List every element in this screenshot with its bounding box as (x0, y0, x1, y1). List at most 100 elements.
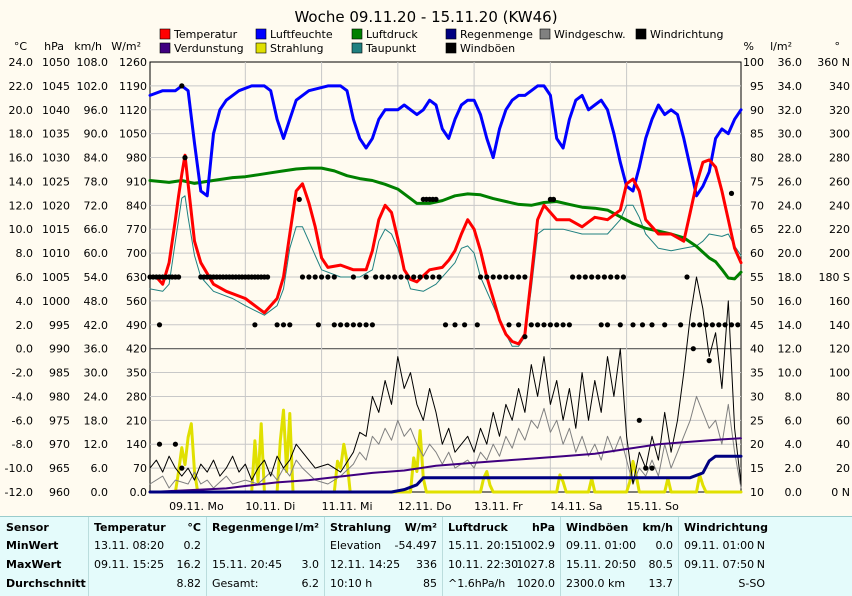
axis-tick-rad: 1120 (119, 104, 147, 117)
wind-direction-point (398, 274, 404, 280)
legend-label: Regenmenge (460, 28, 533, 41)
axis-tick-dir: 320 (829, 104, 850, 117)
x-day-label: 15.11. So (627, 500, 679, 513)
stats-header-gust: Windböen (566, 521, 629, 534)
axis-tick-rad: 1260 (119, 56, 147, 69)
axis-tick-hum: 85 (750, 128, 764, 141)
wind-direction-point (570, 274, 576, 280)
legend-label: Luftdruck (366, 28, 418, 41)
axis-tick-dir: 160 (829, 295, 850, 308)
axis-tick-rad: 350 (126, 367, 147, 380)
axis-tick-rad: 770 (126, 223, 147, 236)
axis-tick-hum: 70 (750, 199, 764, 212)
axis-tick-rain: 12.0 (778, 343, 803, 356)
axis-unit-wind: km/h (74, 40, 102, 53)
axis-tick-wind: 84.0 (84, 152, 109, 165)
wind-direction-point (662, 322, 668, 328)
wind-direction-point (315, 322, 321, 328)
legend-swatch (159, 42, 171, 54)
axis-tick-rain: 28.0 (778, 152, 803, 165)
wind-direction-point (156, 322, 163, 328)
legend-label: Taupunkt (365, 42, 417, 55)
axis-tick-rain: 32.0 (778, 104, 803, 117)
wind-direction-point (357, 322, 363, 328)
wind-direction-point (560, 322, 566, 328)
wind-direction-point (462, 322, 468, 328)
rad-sunshine: 10:10 h (330, 577, 373, 590)
dir-max: N (756, 558, 765, 571)
stats-row-min: MinWert (6, 539, 59, 552)
axis-tick-temp: -2.0 (12, 367, 33, 380)
stats-header-press: Luftdruck (448, 521, 508, 534)
axis-tick-rain: 22.0 (778, 223, 803, 236)
x-day-label: 14.11. Sa (550, 500, 602, 513)
series-windgeschw (149, 395, 742, 489)
wind-direction-point (617, 322, 623, 328)
wind-direction-point (566, 322, 573, 328)
legend-label: Windgeschw. (554, 28, 626, 41)
stats-header-dir: Windrichtung (684, 521, 768, 534)
wind-direction-point (484, 274, 490, 280)
wind-direction-point (684, 274, 690, 280)
wind-direction-point (433, 196, 439, 202)
legend-swatch (635, 28, 647, 40)
temp-max-time: 09.11. 15:25 (94, 558, 165, 571)
axis-tick-dir: 220 (829, 223, 850, 236)
wind-direction-point (430, 274, 436, 280)
x-day-label: 11.11. Mi (322, 500, 373, 513)
axis-tick-rain: 14.0 (778, 319, 803, 332)
axis-tick-rad: 1050 (119, 128, 147, 141)
wind-direction-point (274, 322, 280, 328)
wind-direction-point (392, 274, 398, 280)
gust-max: 80.5 (648, 558, 674, 571)
dir-max-time: 09.11. 07:50 (684, 558, 755, 571)
axis-tick-hum: 35 (750, 367, 764, 380)
axis-tick-rain: 8.0 (785, 390, 803, 403)
axis-tick-temp: -8.0 (12, 438, 33, 451)
axis-tick-rain: 2.0 (785, 462, 803, 475)
legend-label: Windrichtung (650, 28, 723, 41)
axis-tick-rain: 18.0 (778, 271, 803, 284)
axis-tick-rad: 700 (126, 247, 147, 260)
axis-tick-rad: 210 (126, 414, 147, 427)
axis-tick-rad: 980 (126, 152, 147, 165)
wind-direction-point (331, 274, 337, 280)
axis-tick-temp: 20.0 (9, 104, 34, 117)
axis-tick-press: 1005 (42, 271, 70, 284)
series-luftfeuchte (148, 84, 743, 198)
rain-total-label: Gesamt: (212, 577, 259, 590)
rad-sunshine-value: 85 (423, 577, 437, 590)
series-verdunstung (149, 437, 742, 493)
wind-direction-point (690, 322, 696, 328)
wind-direction-point (423, 274, 429, 280)
axis-tick-hum: 80 (750, 152, 764, 165)
legend-label: Strahlung (270, 42, 324, 55)
x-day-label: 09.11. Mo (169, 500, 224, 513)
wind-direction-point (535, 322, 541, 328)
wind-direction-point (690, 346, 696, 352)
series-windben (149, 276, 742, 485)
axis-tick-press: 1040 (42, 104, 70, 117)
wind-direction-point (411, 274, 417, 280)
axis-tick-rad: 1190 (119, 80, 147, 93)
wind-direction-point (442, 322, 449, 328)
axis-tick-wind: 12.0 (84, 438, 109, 451)
series-strahlung (148, 408, 743, 494)
weather-chart: °C 24.0 22.0 20.0 18.0 16.0 14.0 12.0 10.0 8.0 6.0… (5, 8, 850, 513)
axis-unit-temp: °C (14, 40, 28, 53)
wind-direction-point (735, 322, 741, 328)
wind-direction-point (709, 322, 716, 328)
axis-tick-press: 985 (49, 367, 70, 380)
wind-direction-point (287, 322, 293, 328)
stats-header-rain-unit: l/m² (294, 521, 319, 534)
legend-swatch (159, 28, 171, 40)
wind-direction-point (509, 274, 515, 280)
axis-tick-temp: 0.0 (16, 343, 34, 356)
axis-tick-dir: 260 (829, 175, 850, 188)
stats-header-temp-unit: °C (187, 521, 201, 534)
axis-tick-wind: 0.0 (91, 486, 109, 499)
axis-tick-rain: 0.0 (785, 486, 803, 499)
axis-tick-press: 980 (49, 390, 70, 403)
axis-tick-press: 1015 (42, 223, 70, 236)
series-regenmenge (148, 454, 743, 494)
